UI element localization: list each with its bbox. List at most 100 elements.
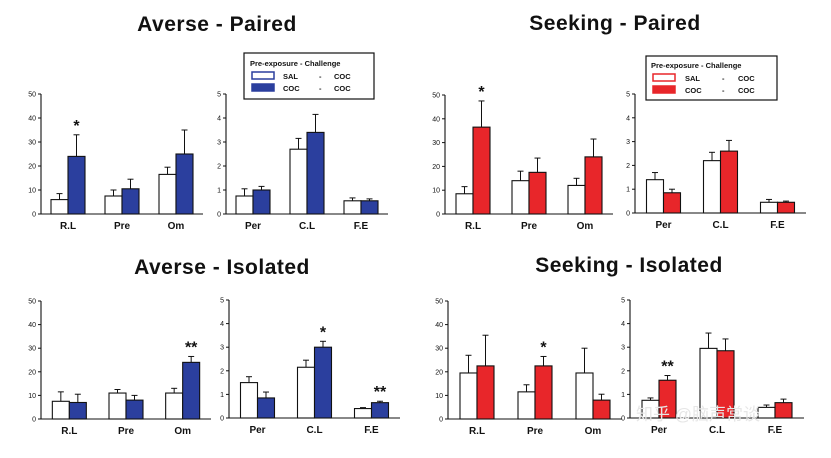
x-category-label: Per [651, 425, 667, 436]
y-tick-label: 20 [28, 369, 36, 376]
x-category-label: Per [655, 220, 671, 231]
y-tick-label: 50 [432, 93, 440, 100]
legend-row1-sep: - [722, 74, 725, 83]
legend-title: Pre-exposure - Challenge [651, 61, 741, 70]
y-tick-label: 10 [28, 188, 36, 195]
bar-sal-coc [645, 179, 665, 214]
y-tick-label: 0 [626, 211, 630, 218]
x-category-label: Per [245, 221, 261, 232]
bar-coc-coc [360, 200, 379, 215]
bar-coc-coc [252, 189, 271, 215]
y-tick-label: 0 [220, 416, 224, 423]
legend-row2-sep: - [722, 86, 725, 95]
y-tick-label: 40 [28, 322, 36, 329]
bar-coc-coc [592, 399, 611, 420]
bar-sal-coc [165, 392, 184, 420]
chart-1-1: 0 1 2 3 4 5 Per C.L F.E [626, 92, 806, 231]
y-tick-label: 30 [435, 346, 443, 353]
x-category-label: C.L [712, 220, 728, 231]
y-tick-label: 4 [626, 115, 630, 122]
bar-sal-coc [235, 195, 254, 215]
bar-coc-coc [776, 201, 796, 214]
bar-sal-coc [104, 195, 123, 215]
panel-title-seeking-isolated: Seeking - Isolated [535, 254, 723, 277]
y-tick-label: 2 [217, 164, 221, 171]
x-category-label: Pre [114, 221, 131, 232]
legend-swatch-coc-coc [652, 85, 676, 94]
bar-sal-coc [455, 193, 474, 215]
bar-coc-coc [175, 153, 194, 215]
x-category-label: C.L [709, 425, 725, 436]
bar-coc-coc [476, 365, 495, 420]
y-tick-label: 3 [220, 345, 224, 352]
bar-coc-coc [528, 171, 547, 215]
y-tick-label: 1 [217, 188, 221, 195]
x-category-label: F.E [354, 221, 369, 232]
legend-swatch-coc-coc [251, 83, 275, 92]
y-tick-label: 5 [626, 92, 630, 99]
legend-row1-pre: SAL [283, 72, 298, 81]
y-tick-label: 20 [432, 164, 440, 171]
y-tick-label: 5 [220, 298, 224, 305]
x-category-label: Om [585, 426, 602, 437]
y-tick-label: 30 [28, 140, 36, 147]
legend-row2-sep: - [319, 84, 322, 93]
y-tick-label: 3 [621, 345, 625, 352]
legend-blue: Pre-exposure - Challenge SAL - COC COC -… [243, 52, 375, 100]
x-category-label: Om [168, 221, 185, 232]
x-category-label: Pre [118, 426, 135, 437]
legend-row2-post: COC [738, 86, 755, 95]
y-tick-label: 30 [28, 346, 36, 353]
panel-title-seeking-paired: Seeking - Paired [529, 12, 700, 35]
bar-coc-coc [121, 188, 140, 215]
legend-row1-pre: SAL [685, 74, 700, 83]
bar-sal-coc [575, 372, 594, 420]
legend-row1-sep: - [319, 72, 322, 81]
bar-coc-coc [774, 402, 793, 419]
chart-3-1: 0 1 2 3 4 5 Per C.L F.E ** [621, 298, 804, 436]
bar-sal-coc [343, 200, 362, 215]
y-tick-label: 10 [28, 393, 36, 400]
bar-coc-coc [719, 150, 739, 214]
bar-coc-coc [716, 350, 735, 419]
y-tick-label: 0 [32, 417, 36, 424]
y-tick-label: 2 [621, 368, 625, 375]
y-tick-label: 0 [621, 416, 625, 423]
bar-sal-coc [239, 382, 259, 419]
y-tick-label: 20 [28, 164, 36, 171]
legend-swatch-sal-coc [251, 71, 275, 80]
bar-coc-coc [370, 402, 390, 419]
y-tick-label: 40 [435, 322, 443, 329]
bar-sal-coc [459, 372, 478, 420]
y-tick-label: 1 [621, 392, 625, 399]
y-tick-label: 0 [436, 212, 440, 219]
chart-0-1: 0 1 2 3 4 5 Per C.L F.E [217, 92, 388, 232]
bar-sal-coc [50, 199, 69, 215]
bar-coc-coc [256, 397, 276, 419]
x-category-label: C.L [306, 425, 322, 436]
legend-row2-pre: COC [283, 84, 300, 93]
y-tick-label: 1 [220, 392, 224, 399]
y-tick-label: 0 [217, 212, 221, 219]
y-tick-label: 1 [626, 187, 630, 194]
x-category-label: Per [249, 425, 265, 436]
significance-marker: * [478, 84, 485, 101]
bar-coc-coc [306, 131, 325, 215]
chart-2-0: 0 10 20 30 40 50 R.L Pre Om ** [28, 299, 211, 437]
bar-coc-coc [67, 155, 86, 215]
x-category-label: F.E [768, 425, 783, 436]
panel-title-averse-paired: Averse - Paired [137, 13, 297, 36]
bar-sal-coc [289, 148, 308, 215]
panel-title-averse-isolated: Averse - Isolated [134, 256, 310, 279]
bar-sal-coc [108, 392, 127, 420]
chart-1-0: 0 10 20 30 40 50 R.L Pre Om * [432, 84, 613, 232]
bar-sal-coc [353, 408, 373, 419]
bar-coc-coc [68, 401, 87, 420]
bar-coc-coc [125, 399, 144, 420]
x-category-label: R.L [469, 426, 485, 437]
significance-marker: * [73, 118, 80, 135]
y-tick-label: 5 [217, 92, 221, 99]
bar-sal-coc [296, 366, 316, 419]
